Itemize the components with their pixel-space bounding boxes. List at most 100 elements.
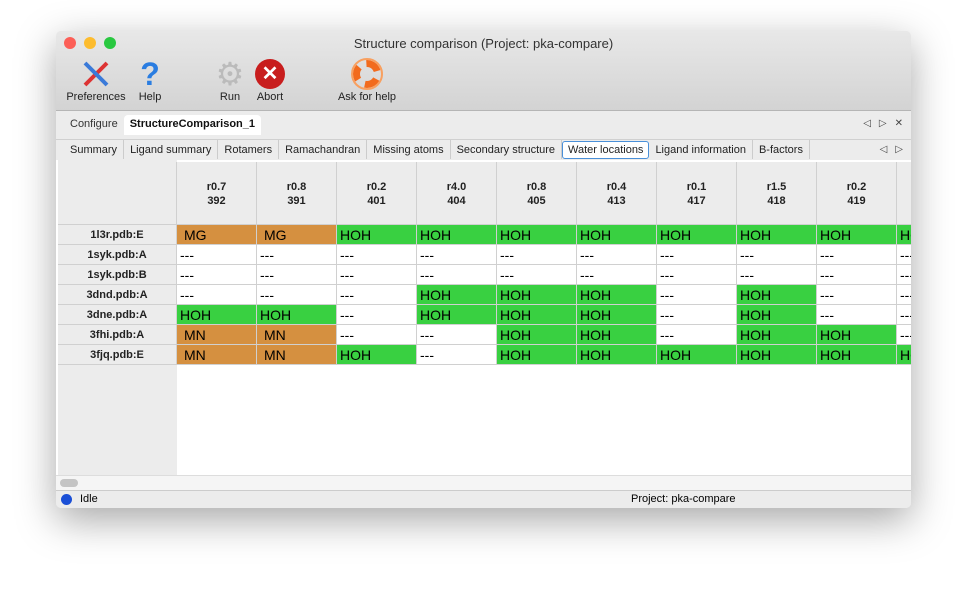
table-cell[interactable]: HOH xyxy=(497,325,577,345)
table-cell[interactable]: --- xyxy=(577,245,657,265)
table-cell[interactable]: --- xyxy=(417,325,497,345)
table-cell[interactable]: --- xyxy=(657,265,737,285)
table-cell[interactable]: --- xyxy=(177,285,257,305)
table-cell[interactable]: --- xyxy=(737,265,817,285)
table-cell[interactable]: HOH xyxy=(817,325,897,345)
table-cell[interactable]: HOH xyxy=(737,225,817,245)
subtab-left-icon[interactable]: ◁ xyxy=(879,144,888,155)
subtab-right-icon[interactable]: ▷ xyxy=(895,144,903,155)
tab-left-icon[interactable]: ◁ xyxy=(863,118,871,129)
preferences-button[interactable]: Preferences xyxy=(62,57,130,103)
table-cell[interactable]: HOH xyxy=(337,345,417,365)
table-cell[interactable]: HOH xyxy=(177,305,257,325)
row-header[interactable]: 3dne.pdb:A xyxy=(58,305,177,325)
table-cell[interactable]: HOH xyxy=(657,225,737,245)
table-cell[interactable]: --- xyxy=(417,265,497,285)
column-header[interactable]: r0.4 413 xyxy=(577,162,657,225)
table-cell[interactable]: --- xyxy=(257,265,337,285)
subtab-secondary-structure[interactable]: Secondary structure xyxy=(451,140,563,159)
table-cell[interactable]: HOH xyxy=(577,325,657,345)
table-cell[interactable]: HOH xyxy=(577,345,657,365)
horizontal-scrollbar[interactable] xyxy=(56,475,911,490)
table-cell[interactable]: --- xyxy=(497,245,577,265)
tab-structurecomparison[interactable]: StructureComparison_1 xyxy=(123,115,262,135)
column-header[interactable]: r0.8 405 xyxy=(497,162,577,225)
table-cell[interactable]: --- xyxy=(417,245,497,265)
row-header[interactable]: 3dnd.pdb:A xyxy=(58,285,177,305)
zoom-window-button[interactable] xyxy=(104,37,116,49)
table-cell[interactable]: HOH xyxy=(737,285,817,305)
table-cell[interactable]: HOH xyxy=(817,225,897,245)
table-cell[interactable]: --- xyxy=(897,285,911,305)
table-cell[interactable]: MN xyxy=(257,345,337,365)
table-cell[interactable]: --- xyxy=(337,325,417,345)
help-button[interactable]: ? Help xyxy=(134,56,166,104)
close-tab-icon[interactable]: ✕ xyxy=(894,118,903,129)
run-button[interactable]: ⚙ Run xyxy=(214,56,246,103)
table-cell[interactable]: HOH xyxy=(577,305,657,325)
table-cell[interactable]: --- xyxy=(657,325,737,345)
table-cell[interactable]: --- xyxy=(257,285,337,305)
row-header[interactable]: 3fhi.pdb:A xyxy=(58,325,177,345)
column-header[interactable]: r0.8 391 xyxy=(257,162,337,225)
subtab-rotamers[interactable]: Rotamers xyxy=(218,140,280,159)
table-cell[interactable]: HOH xyxy=(497,345,577,365)
subtab-b-factors[interactable]: B-factors xyxy=(753,140,810,159)
table-cell[interactable]: HOH xyxy=(497,305,577,325)
table-cell[interactable]: --- xyxy=(257,245,337,265)
table-cell[interactable]: --- xyxy=(417,345,497,365)
table-cell[interactable]: MN xyxy=(177,345,257,365)
table-cell[interactable]: HOH xyxy=(417,285,497,305)
column-header[interactable]: r0.2 419 xyxy=(817,162,897,225)
table-cell[interactable]: --- xyxy=(337,305,417,325)
subtab-water-locations[interactable]: Water locations xyxy=(562,141,650,159)
tab-configure[interactable]: Configure xyxy=(70,118,118,130)
table-cell[interactable]: HOH xyxy=(497,225,577,245)
minimize-window-button[interactable] xyxy=(84,37,96,49)
column-header[interactable]: r4.0 404 xyxy=(417,162,497,225)
column-header[interactable] xyxy=(897,162,911,225)
table-cell[interactable]: HOH xyxy=(577,225,657,245)
row-header[interactable]: 1syk.pdb:A xyxy=(58,245,177,265)
table-cell[interactable]: --- xyxy=(497,265,577,285)
table-cell[interactable]: --- xyxy=(897,265,911,285)
table-cell[interactable]: --- xyxy=(657,285,737,305)
subtab-missing-atoms[interactable]: Missing atoms xyxy=(367,140,451,159)
column-header[interactable]: r0.2 401 xyxy=(337,162,417,225)
table-cell[interactable]: HOH xyxy=(577,285,657,305)
row-header[interactable]: 1syk.pdb:B xyxy=(58,265,177,285)
table-cell[interactable]: HOH xyxy=(657,345,737,365)
table-cell[interactable]: --- xyxy=(817,285,897,305)
table-cell[interactable]: --- xyxy=(817,305,897,325)
table-cell[interactable]: MN xyxy=(257,325,337,345)
scrollbar-thumb[interactable] xyxy=(60,479,78,487)
table-cell[interactable]: --- xyxy=(897,305,911,325)
table-cell[interactable]: HOH xyxy=(817,345,897,365)
row-header[interactable]: 1l3r.pdb:E xyxy=(58,225,177,245)
table-cell[interactable]: HOH xyxy=(737,325,817,345)
subtab-ligand-summary[interactable]: Ligand summary xyxy=(124,140,219,159)
table-cell[interactable]: --- xyxy=(337,245,417,265)
abort-button[interactable]: ✕ Abort xyxy=(252,57,288,103)
table-cell[interactable]: --- xyxy=(817,245,897,265)
table-cell[interactable]: HOH xyxy=(737,345,817,365)
table-cell[interactable]: MN xyxy=(177,325,257,345)
tab-right-icon[interactable]: ▷ xyxy=(878,118,887,129)
table-cell[interactable]: HOH xyxy=(337,225,417,245)
table-cell[interactable]: HOH xyxy=(417,225,497,245)
column-header[interactable]: r0.1 417 xyxy=(657,162,737,225)
subtab-ligand-information[interactable]: Ligand information xyxy=(649,140,753,159)
table-cell[interactable]: --- xyxy=(657,245,737,265)
table-cell[interactable]: HOH xyxy=(897,225,911,245)
table-cell[interactable]: HOH xyxy=(257,305,337,325)
table-cell[interactable]: MG xyxy=(257,225,337,245)
table-cell[interactable]: --- xyxy=(897,245,911,265)
table-cell[interactable]: --- xyxy=(817,265,897,285)
table-cell[interactable]: --- xyxy=(657,305,737,325)
row-header[interactable]: 3fjq.pdb:E xyxy=(58,345,177,365)
table-cell[interactable]: --- xyxy=(897,325,911,345)
table-cell[interactable]: --- xyxy=(177,265,257,285)
table-cell[interactable]: HOH xyxy=(897,345,911,365)
ask-for-help-button[interactable]: Ask for help xyxy=(332,57,402,103)
column-header[interactable]: r0.7 392 xyxy=(177,162,257,225)
